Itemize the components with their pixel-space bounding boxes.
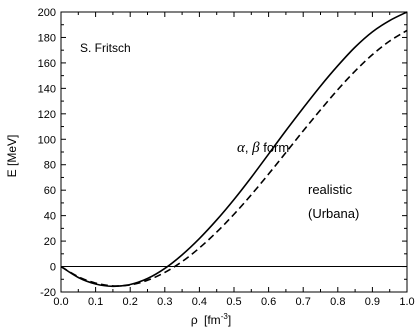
- x-axis-ticks: 0.0 0.1 0.2 0.3 0.4 0.5 0.6 0.7 0.8 0.9 1.0: [53, 12, 415, 308]
- x-tick-label: 1.0: [399, 296, 414, 308]
- y-axis-title: E [MeV]: [5, 135, 19, 178]
- series-layer: [60, 11, 408, 288]
- y-tick-label: 160: [38, 58, 56, 70]
- x-tick-label: 0.2: [123, 296, 138, 308]
- series-realistic-urbana-line: [60, 29, 408, 287]
- x-tick-label: 0.8: [330, 296, 345, 308]
- y-tick-label: 0: [50, 262, 56, 274]
- x-axis-title: ρ [fm-3]: [191, 312, 231, 327]
- x-axis-close: ]: [228, 313, 231, 327]
- x-tick-label: 0.6: [261, 296, 276, 308]
- form-text: form: [260, 140, 290, 155]
- y-tick-label: 20: [44, 236, 56, 248]
- y-tick-label: 200: [38, 7, 56, 19]
- x-tick-label: 0.1: [88, 296, 103, 308]
- y-tick-label: 100: [38, 134, 56, 146]
- y-tick-label: 80: [44, 160, 56, 172]
- x-tick-label: 0.4: [192, 296, 207, 308]
- x-tick-label: 0.5: [226, 296, 241, 308]
- x-tick-label: 0.9: [365, 296, 380, 308]
- alpha-symbol: α: [237, 140, 246, 156]
- x-tick-label: 0.3: [157, 296, 172, 308]
- alpha-beta-form-label: α, β form: [237, 140, 289, 156]
- urbana-label: (Urbana): [308, 206, 359, 221]
- y-tick-label: -20: [40, 287, 56, 299]
- comma-text: ,: [245, 140, 252, 155]
- x-tick-label: 0.0: [53, 296, 68, 308]
- y-tick-label: 180: [38, 32, 56, 44]
- x-axis-exponent: -3: [221, 312, 229, 321]
- author-label: S. Fritsch: [80, 41, 131, 55]
- plot-area: 0.0 0.1 0.2 0.3 0.4 0.5 0.6 0.7 0.8 0.9 1.0 -20 0 20…: [38, 7, 415, 308]
- y-tick-label: 60: [44, 185, 56, 197]
- y-tick-label: 40: [44, 211, 56, 223]
- y-tick-label: 140: [38, 83, 56, 95]
- x-axis-symbol: ρ: [191, 313, 198, 327]
- y-tick-label: 120: [38, 109, 56, 121]
- x-axis-unit: [fm: [204, 313, 221, 327]
- y-axis-ticks: -20 0 20 40 60 80 100 120 140 160 180 200: [38, 7, 407, 299]
- x-tick-label: 0.7: [296, 296, 311, 308]
- beta-symbol: β: [251, 140, 260, 156]
- realistic-label: realistic: [308, 182, 353, 197]
